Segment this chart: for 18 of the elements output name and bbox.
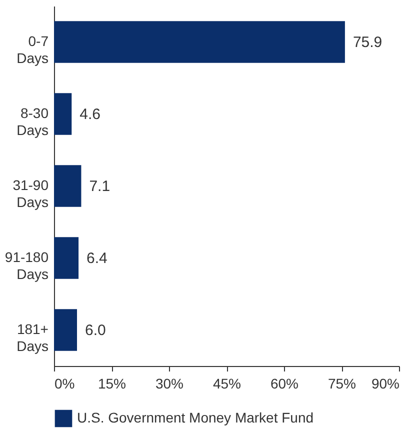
x-tick-label: 45% [212,376,242,392]
text: 6.0 [85,322,106,339]
x-tick-label: 15% [98,376,126,392]
x-tick-label: 75% [328,376,356,392]
y-tick-label: 181+ Days [16,321,48,354]
y-tick-label: 8-30 Days [16,105,49,138]
x-tick-label: 30% [155,376,184,392]
text: 6.4 [86,250,108,267]
text: 4.6 [80,106,100,123]
text: 75.9 [352,34,382,51]
legend-label: U.S. Government Money Market Fund [77,410,314,426]
x-tick-label: 0% [54,376,75,392]
y-tick-label: 31-90 Days [12,177,49,210]
x-tick-label: 60% [270,376,299,392]
text: 7.1 [89,178,110,195]
x-tick-label: 90% [371,376,400,392]
y-tick-label: 91-180 Days [4,249,49,282]
y-tick-label: 0-7 Days [16,33,49,66]
